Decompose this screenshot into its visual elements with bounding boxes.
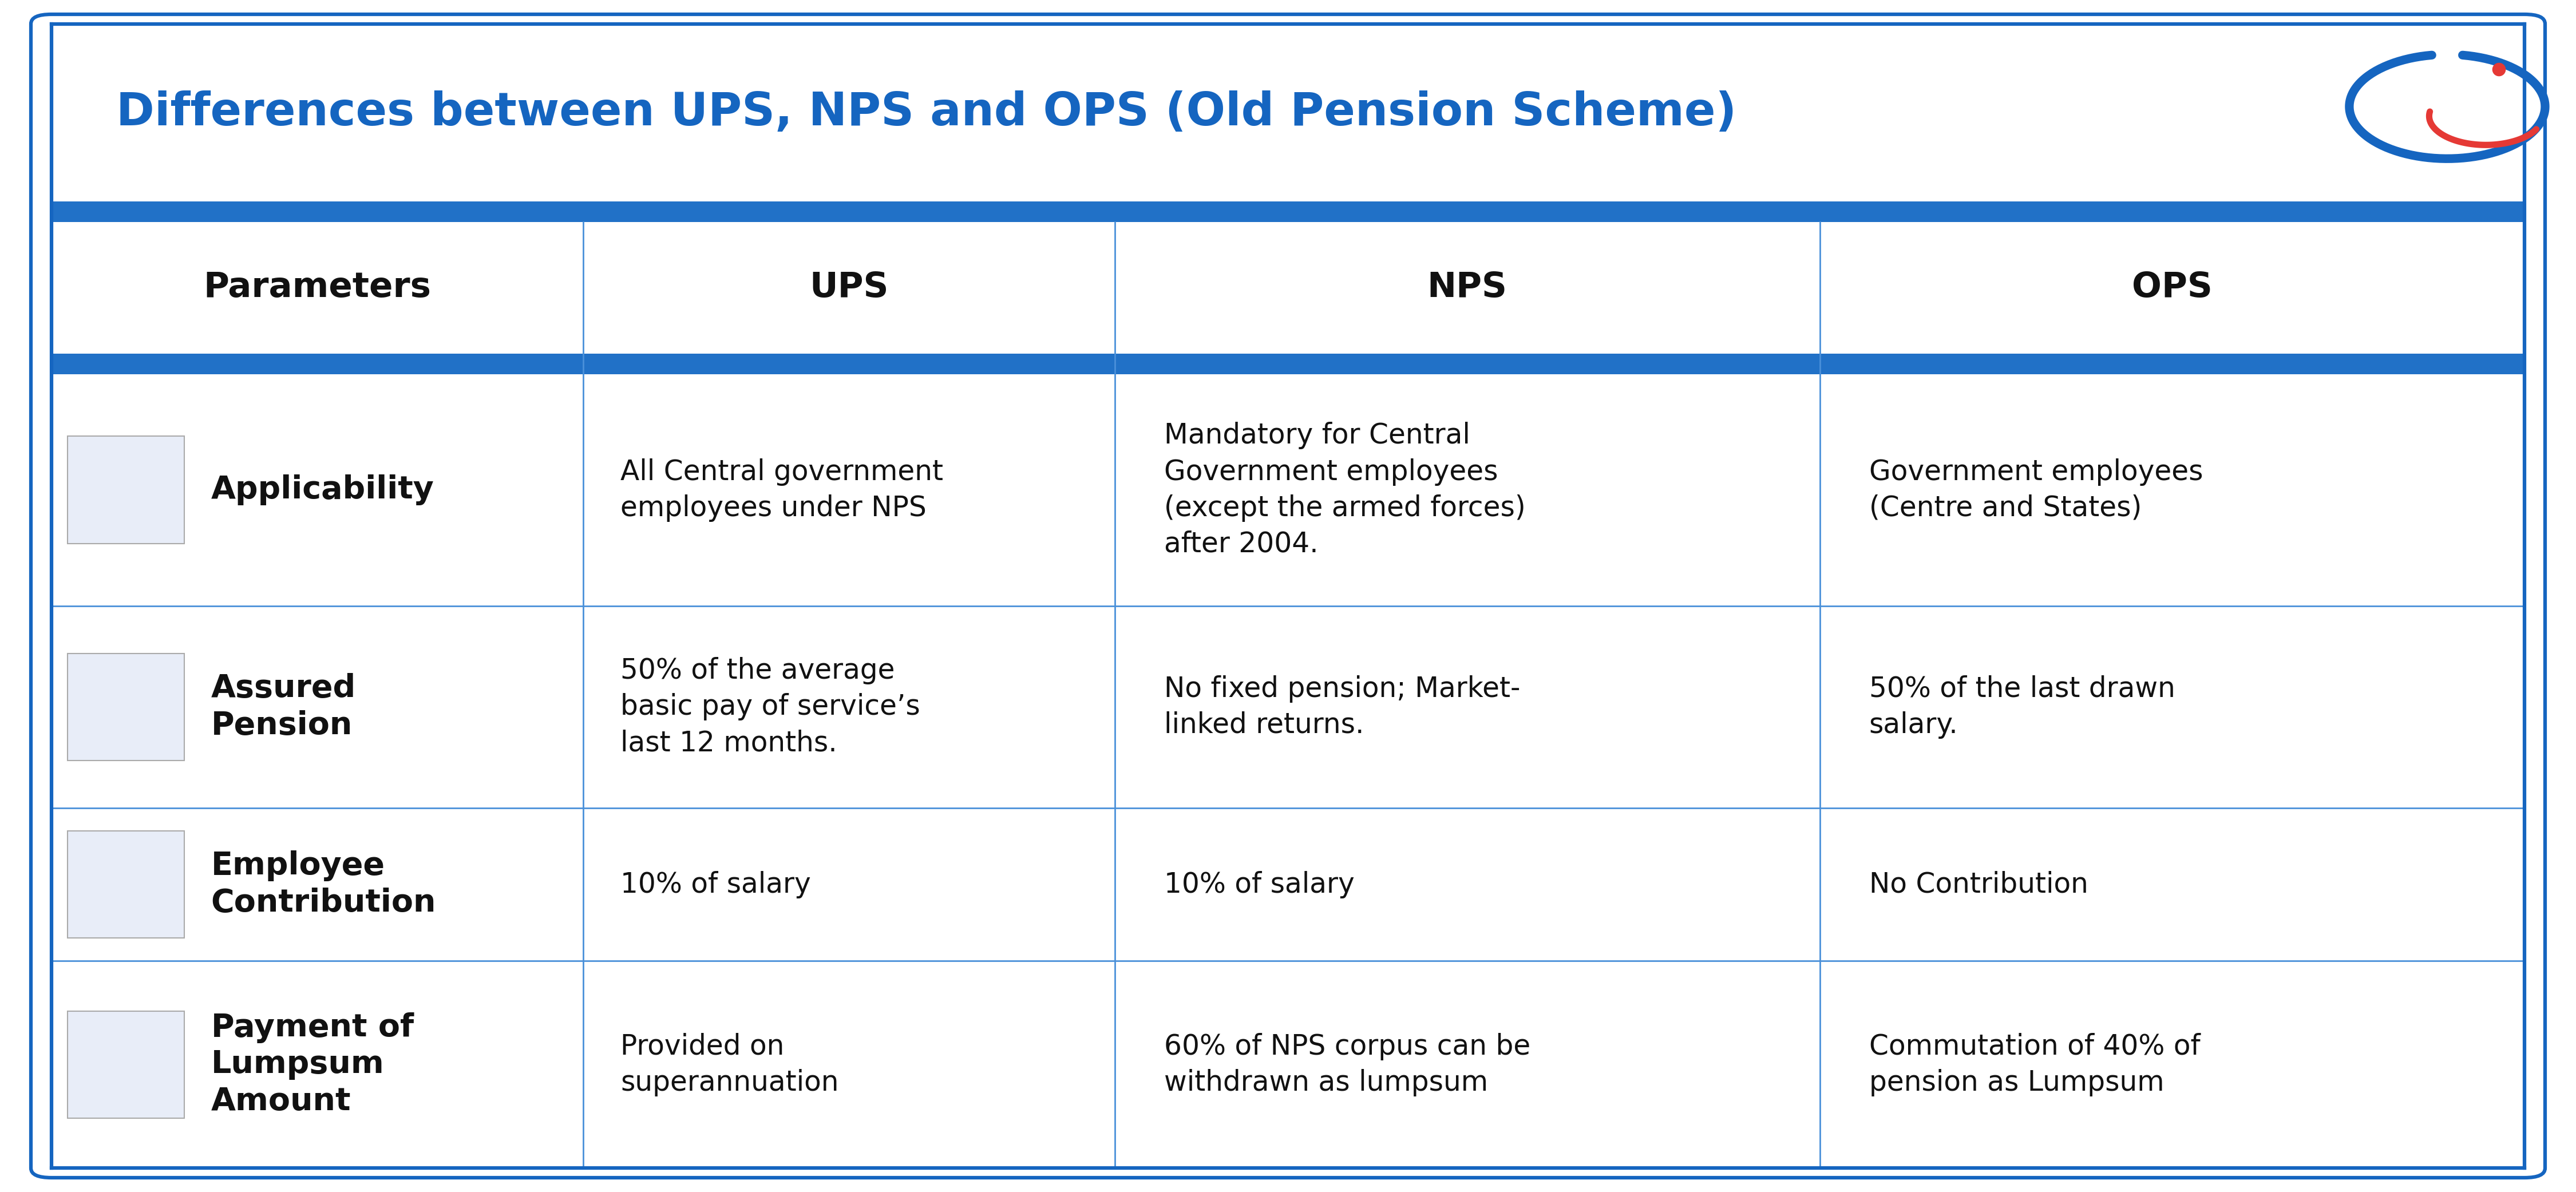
Text: OPS: OPS	[2133, 271, 2213, 304]
Text: No Contribution: No Contribution	[1870, 871, 2089, 899]
Text: No fixed pension; Market-
linked returns.: No fixed pension; Market- linked returns…	[1164, 675, 1520, 739]
Text: Parameters: Parameters	[204, 271, 430, 304]
Text: Provided on
superannuation: Provided on superannuation	[621, 1032, 840, 1097]
Text: 50% of the last drawn
salary.: 50% of the last drawn salary.	[1870, 675, 2174, 739]
Text: Employee
Contribution: Employee Contribution	[211, 851, 435, 919]
Text: Assured
Pension: Assured Pension	[211, 673, 355, 741]
Text: All Central government
employees under NPS: All Central government employees under N…	[621, 458, 943, 522]
Text: Payment of
Lumpsum
Amount: Payment of Lumpsum Amount	[211, 1012, 415, 1117]
Bar	[67, 831, 185, 938]
Text: 50% of the average
basic pay of service’s
last 12 months.: 50% of the average basic pay of service’…	[621, 657, 920, 757]
Bar	[67, 653, 185, 760]
Bar	[52, 353, 2524, 374]
Text: Government employees
(Centre and States): Government employees (Centre and States)	[1870, 458, 2202, 522]
Text: Differences between UPS, NPS and OPS (Old Pension Scheme): Differences between UPS, NPS and OPS (Ol…	[116, 91, 1736, 135]
Text: NPS: NPS	[1427, 271, 1507, 304]
Text: UPS: UPS	[809, 271, 889, 304]
Text: Commutation of 40% of
pension as Lumpsum: Commutation of 40% of pension as Lumpsum	[1870, 1032, 2200, 1097]
Bar	[67, 436, 185, 544]
FancyBboxPatch shape	[31, 14, 2545, 1178]
Text: 10% of salary: 10% of salary	[621, 871, 811, 899]
Text: Applicability: Applicability	[211, 474, 435, 505]
Text: Mandatory for Central
Government employees
(except the armed forces)
after 2004.: Mandatory for Central Government employe…	[1164, 422, 1525, 558]
Bar	[67, 1011, 185, 1118]
Text: 60% of NPS corpus can be
withdrawn as lumpsum: 60% of NPS corpus can be withdrawn as lu…	[1164, 1032, 1530, 1097]
Text: 10% of salary: 10% of salary	[1164, 871, 1355, 899]
Bar	[52, 201, 2524, 222]
